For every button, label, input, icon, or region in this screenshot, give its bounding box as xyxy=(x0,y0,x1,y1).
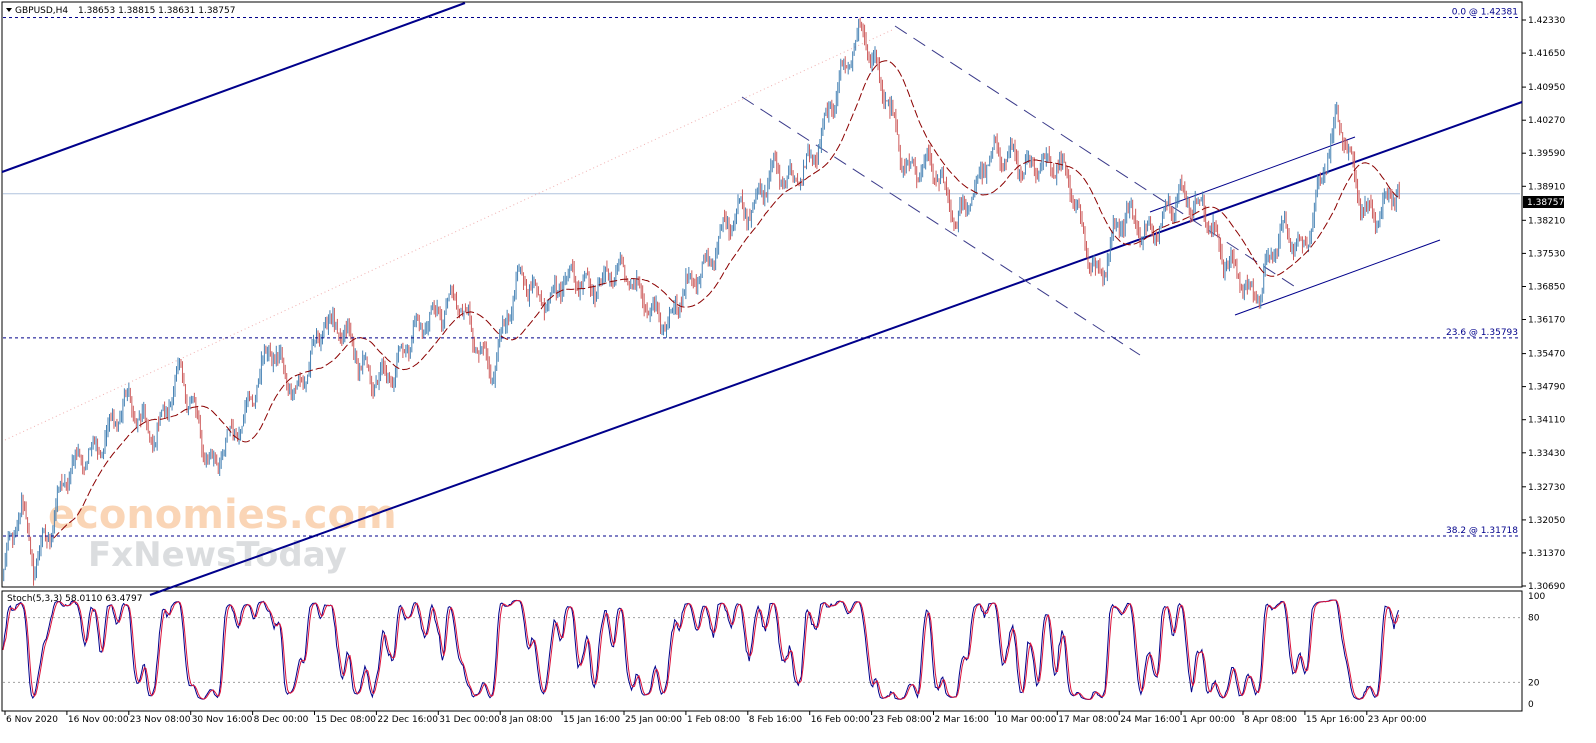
price-tick-label: 1.37530 xyxy=(1528,249,1565,259)
current-price-tag xyxy=(1523,196,1564,208)
time-tick-label: 2 Mar 16:00 xyxy=(935,715,990,725)
time-tick-label: 31 Dec 00:00 xyxy=(439,715,500,725)
stoch-tick-label: 80 xyxy=(1528,614,1540,624)
time-tick-label: 23 Feb 08:00 xyxy=(873,715,932,725)
current-price-value: 1.38757 xyxy=(1527,198,1564,208)
time-tick-label: 15 Dec 08:00 xyxy=(316,715,377,725)
fib-level-label: 23.6 @ 1.35793 xyxy=(1446,328,1518,338)
down-channel-lower xyxy=(741,96,1141,356)
price-tick-label: 1.30690 xyxy=(1528,582,1565,592)
watermark-fxnewstoday: FxNewsToday xyxy=(88,535,347,575)
price-tick-label: 1.32730 xyxy=(1528,483,1565,493)
stochastic-oscillator: 100 80 20 0 xyxy=(2,592,1545,710)
time-tick-label: 16 Nov 00:00 xyxy=(68,715,129,725)
symbol-label: GBPUSD,H4 xyxy=(15,6,68,16)
time-tick-label: 8 Jan 08:00 xyxy=(501,715,553,725)
fib-level-label: 0.0 @ 1.42381 xyxy=(1452,8,1518,18)
up-channel-lower xyxy=(1234,239,1441,316)
ohlc-values: 1.38653 1.38815 1.38631 1.38757 xyxy=(78,6,235,16)
price-tick-label: 1.36170 xyxy=(1528,316,1565,326)
time-tick-label: 10 Mar 00:00 xyxy=(996,715,1056,725)
time-tick-label: 8 Dec 00:00 xyxy=(254,715,309,725)
stoch-tick-label: 0 xyxy=(1528,700,1534,710)
price-tick-label: 1.34110 xyxy=(1528,416,1565,426)
main-trend-line xyxy=(149,101,1523,596)
time-tick-label: 15 Jan 16:00 xyxy=(563,715,620,725)
price-tick-label: 1.36850 xyxy=(1528,283,1565,293)
time-tick-label: 23 Apr 00:00 xyxy=(1368,715,1427,725)
time-tick-label: 17 Mar 08:00 xyxy=(1058,715,1118,725)
time-tick-label: 24 Mar 16:00 xyxy=(1120,715,1180,725)
down-channel-upper xyxy=(894,25,1301,291)
price-tick-label: 1.31370 xyxy=(1528,549,1565,559)
price-tick-label: 1.40270 xyxy=(1528,116,1565,126)
stoch-tick-label: 100 xyxy=(1528,592,1545,602)
time-tick-label: 8 Apr 08:00 xyxy=(1244,715,1297,725)
price-tick-label: 1.32050 xyxy=(1528,516,1565,526)
time-axis: 6 Nov 2020 16 Nov 00:00 23 Nov 08:00 30 Nov… xyxy=(4,711,1427,725)
time-tick-label: 15 Apr 16:00 xyxy=(1306,715,1365,725)
watermark-economies: economies.com xyxy=(48,492,397,538)
price-tick-label: 1.40950 xyxy=(1528,83,1565,93)
time-tick-label: 16 Feb 00:00 xyxy=(811,715,870,725)
time-tick-label: 22 Dec 16:00 xyxy=(377,715,438,725)
time-tick-label: 8 Feb 16:00 xyxy=(749,715,803,725)
time-tick-label: 25 Jan 00:00 xyxy=(625,715,682,725)
price-tick-label: 1.33430 xyxy=(1528,449,1565,459)
trend-lines xyxy=(1,2,1523,596)
stoch-tick-label: 20 xyxy=(1528,678,1540,688)
symbol-menu-icon[interactable] xyxy=(6,8,12,12)
moving-average xyxy=(53,60,1399,539)
stoch-signal-line xyxy=(2,599,1399,700)
price-tick-label: 1.39590 xyxy=(1528,149,1565,159)
price-tick-label: 1.34790 xyxy=(1528,383,1565,393)
fib-level-label: 38.2 @ 1.31718 xyxy=(1446,526,1518,536)
price-axis: 1.42330 1.41650 1.40950 1.40270 1.39590 1.389… xyxy=(1522,16,1565,592)
fibonacci-levels: 0.0 @ 1.42381 23.6 @ 1.35793 38.2 @ 1.3171… xyxy=(3,8,1520,537)
stoch-panel-frame xyxy=(1,590,1523,712)
time-tick-label: 30 Nov 16:00 xyxy=(192,715,253,725)
price-tick-label: 1.35470 xyxy=(1528,350,1565,360)
ma-line xyxy=(53,60,1399,539)
fib-diagonal xyxy=(4,29,893,441)
up-channel-upper xyxy=(1149,136,1356,213)
price-tick-label: 1.41650 xyxy=(1528,49,1565,59)
upper-trend-line xyxy=(1,2,466,173)
main-panel-frame xyxy=(1,1,1523,588)
price-tick-label: 1.38910 xyxy=(1528,182,1565,192)
price-tick-label: 1.38210 xyxy=(1528,216,1565,226)
time-tick-label: 1 Feb 08:00 xyxy=(687,715,741,725)
candlesticks xyxy=(3,17,1400,586)
time-tick-label: 6 Nov 2020 xyxy=(6,715,58,725)
time-tick-label: 23 Nov 08:00 xyxy=(130,715,191,725)
time-tick-label: 1 Apr 00:00 xyxy=(1182,715,1235,725)
price-tick-label: 1.42330 xyxy=(1528,16,1565,26)
stoch-label: Stoch(5,3,3) 58.0110 63.4797 xyxy=(7,594,142,604)
